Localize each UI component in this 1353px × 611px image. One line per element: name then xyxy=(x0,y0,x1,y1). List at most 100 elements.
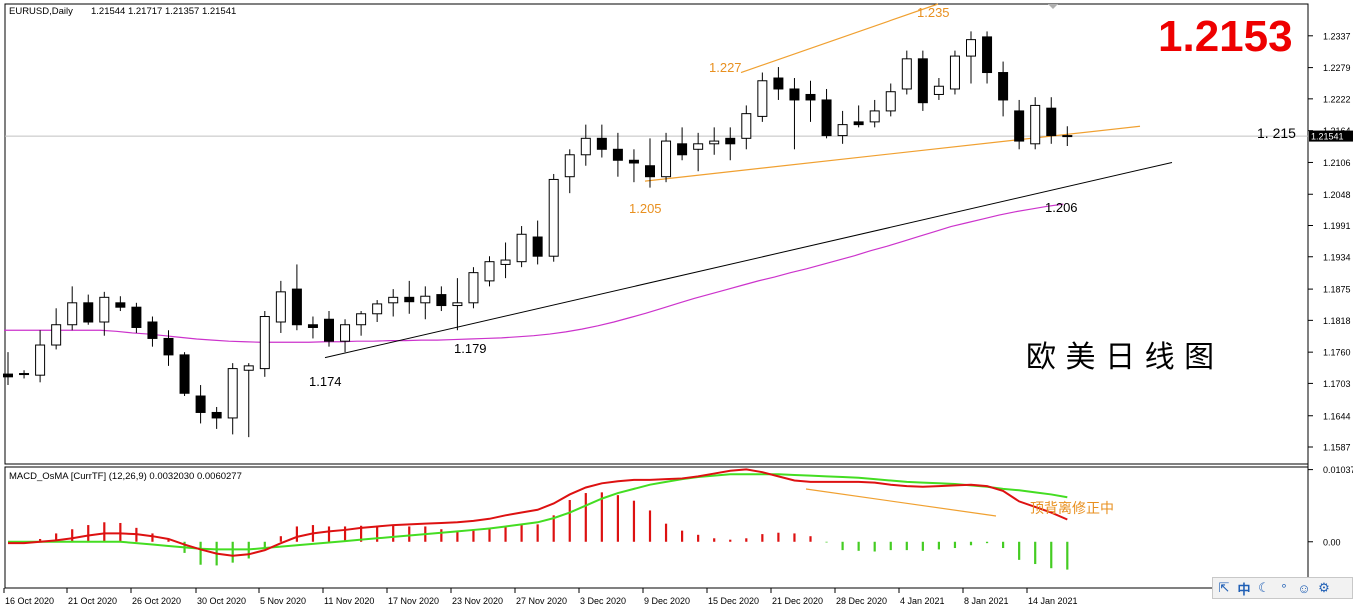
time-tick-label: 30 Oct 2020 xyxy=(197,596,246,606)
price-tick-label: 1.2106 xyxy=(1323,158,1351,168)
candle xyxy=(420,286,431,320)
candle xyxy=(532,220,543,265)
candle xyxy=(725,127,736,161)
candle-body-bull xyxy=(51,324,62,346)
candle xyxy=(516,226,527,268)
ime-toolbar[interactable]: ⇱ 中 ☾ ° ☺ ⚙ xyxy=(1212,577,1353,599)
candle xyxy=(372,300,383,322)
time-tick-label: 27 Nov 2020 xyxy=(516,596,567,606)
toolbar-punct-icon[interactable]: ° xyxy=(1281,580,1287,596)
price-tick-label: 1.1934 xyxy=(1323,252,1351,262)
moving-average-line xyxy=(4,203,1064,343)
candle-body-bear xyxy=(821,99,832,137)
candle xyxy=(982,31,993,84)
ohlc-values: 1.21544 1.21717 1.21357 1.21541 xyxy=(91,6,236,17)
candle xyxy=(580,124,591,166)
price-tick-label: 1.1587 xyxy=(1323,443,1351,453)
candle-body-bear xyxy=(998,72,1009,101)
candle-body-bear xyxy=(211,411,222,419)
price-tick-label: 1.2337 xyxy=(1323,31,1351,41)
candle xyxy=(789,78,800,150)
candle-body-bull xyxy=(693,143,704,150)
divergence-label: 顶背离修正中 xyxy=(1030,500,1114,517)
candle-body-bear xyxy=(612,148,623,161)
time-tick-label: 21 Dec 2020 xyxy=(772,596,823,606)
candle xyxy=(998,61,1009,117)
toolbar-emoji-icon[interactable]: ☺ xyxy=(1297,580,1311,596)
candle xyxy=(131,302,142,333)
symbol-info: EURUSD,Daily xyxy=(9,6,73,17)
candle-body-bear xyxy=(131,306,142,328)
candle-body-bear xyxy=(805,93,816,101)
candle-body-bull xyxy=(388,296,399,304)
candle-body-bear xyxy=(307,324,318,328)
toolbar-settings-icon[interactable]: ⚙ xyxy=(1318,580,1330,595)
candle xyxy=(83,294,94,325)
candle xyxy=(500,242,511,279)
macd-frame xyxy=(4,466,1309,589)
candle xyxy=(163,330,174,366)
time-tick-label: 21 Oct 2020 xyxy=(68,596,117,606)
candle-body-bear xyxy=(596,137,607,150)
main-chart-frame xyxy=(4,3,1309,465)
candle xyxy=(468,267,479,309)
ma-polyline xyxy=(4,203,1064,343)
macd-tick-label: 0.01037 xyxy=(1323,465,1353,475)
candle xyxy=(1046,97,1057,144)
candle-body-bull xyxy=(420,295,431,304)
time-tick-label: 11 Nov 2020 xyxy=(324,596,374,606)
price-tick-label: 1.2048 xyxy=(1323,190,1351,200)
candle xyxy=(67,286,78,331)
candle xyxy=(356,311,367,336)
candle-body-bull xyxy=(35,344,46,376)
candle-body-bull xyxy=(548,178,559,257)
toolbar-expand-icon[interactable]: ⇱ xyxy=(1218,580,1230,595)
price-tick-label: 1.1644 xyxy=(1323,411,1351,421)
price-tick-label: 1.1760 xyxy=(1323,348,1351,358)
candle-body-bull xyxy=(243,365,254,371)
orange-lower-trendline xyxy=(644,125,1141,182)
candle xyxy=(628,149,639,183)
macd-tick-label: 0.00 xyxy=(1323,537,1341,547)
candle-body-bull xyxy=(885,91,896,112)
toolbar-moon-icon[interactable]: ☾ xyxy=(1258,580,1270,595)
candle-body-bear xyxy=(3,373,13,378)
chart-title-cn: 欧 美 日 线 图 xyxy=(1026,340,1214,375)
candle-body-bull xyxy=(949,55,960,90)
candle xyxy=(709,127,720,155)
time-tick-label: 8 Jan 2021 xyxy=(964,596,1009,606)
candle-body-bear xyxy=(773,77,784,90)
price-tick-label: 1.2279 xyxy=(1323,63,1351,73)
candle-body-bear xyxy=(147,321,158,339)
candle xyxy=(741,105,752,150)
time-tick-label: 17 Nov 2020 xyxy=(388,596,439,606)
scroll-marker-icon[interactable] xyxy=(1048,4,1058,9)
toolbar-chinese-icon[interactable]: 中 xyxy=(1237,582,1251,598)
candle-body-bear xyxy=(19,373,30,376)
annotation-1-215: 1. 215 xyxy=(1257,125,1296,141)
candle xyxy=(869,99,880,128)
candle-body-bear xyxy=(163,337,174,356)
candle xyxy=(195,385,206,424)
annotation-1-227: 1.227 xyxy=(709,60,742,75)
candle xyxy=(291,264,302,331)
time-tick-label: 14 Jan 2021 xyxy=(1028,596,1078,606)
trend-lines xyxy=(324,3,1173,359)
candle-body-bull xyxy=(516,233,527,263)
candle-body-bull xyxy=(837,124,848,137)
candle-body-bull xyxy=(259,316,270,370)
candle xyxy=(933,78,944,100)
annotation-1-179: 1.179 xyxy=(454,341,487,356)
candle-body-bear xyxy=(725,137,736,145)
macd-panel-content: 0.01037 0.00 xyxy=(8,465,1353,570)
candle-body-bear xyxy=(1046,107,1057,137)
big-price-label: 1.2153 xyxy=(1158,12,1293,61)
candle-body-bear xyxy=(195,395,206,413)
candle xyxy=(99,291,110,336)
candle-body-bull xyxy=(741,113,752,139)
candle-body-bear xyxy=(789,88,800,101)
candle xyxy=(35,330,46,383)
candle xyxy=(484,256,495,287)
candle xyxy=(677,127,688,161)
